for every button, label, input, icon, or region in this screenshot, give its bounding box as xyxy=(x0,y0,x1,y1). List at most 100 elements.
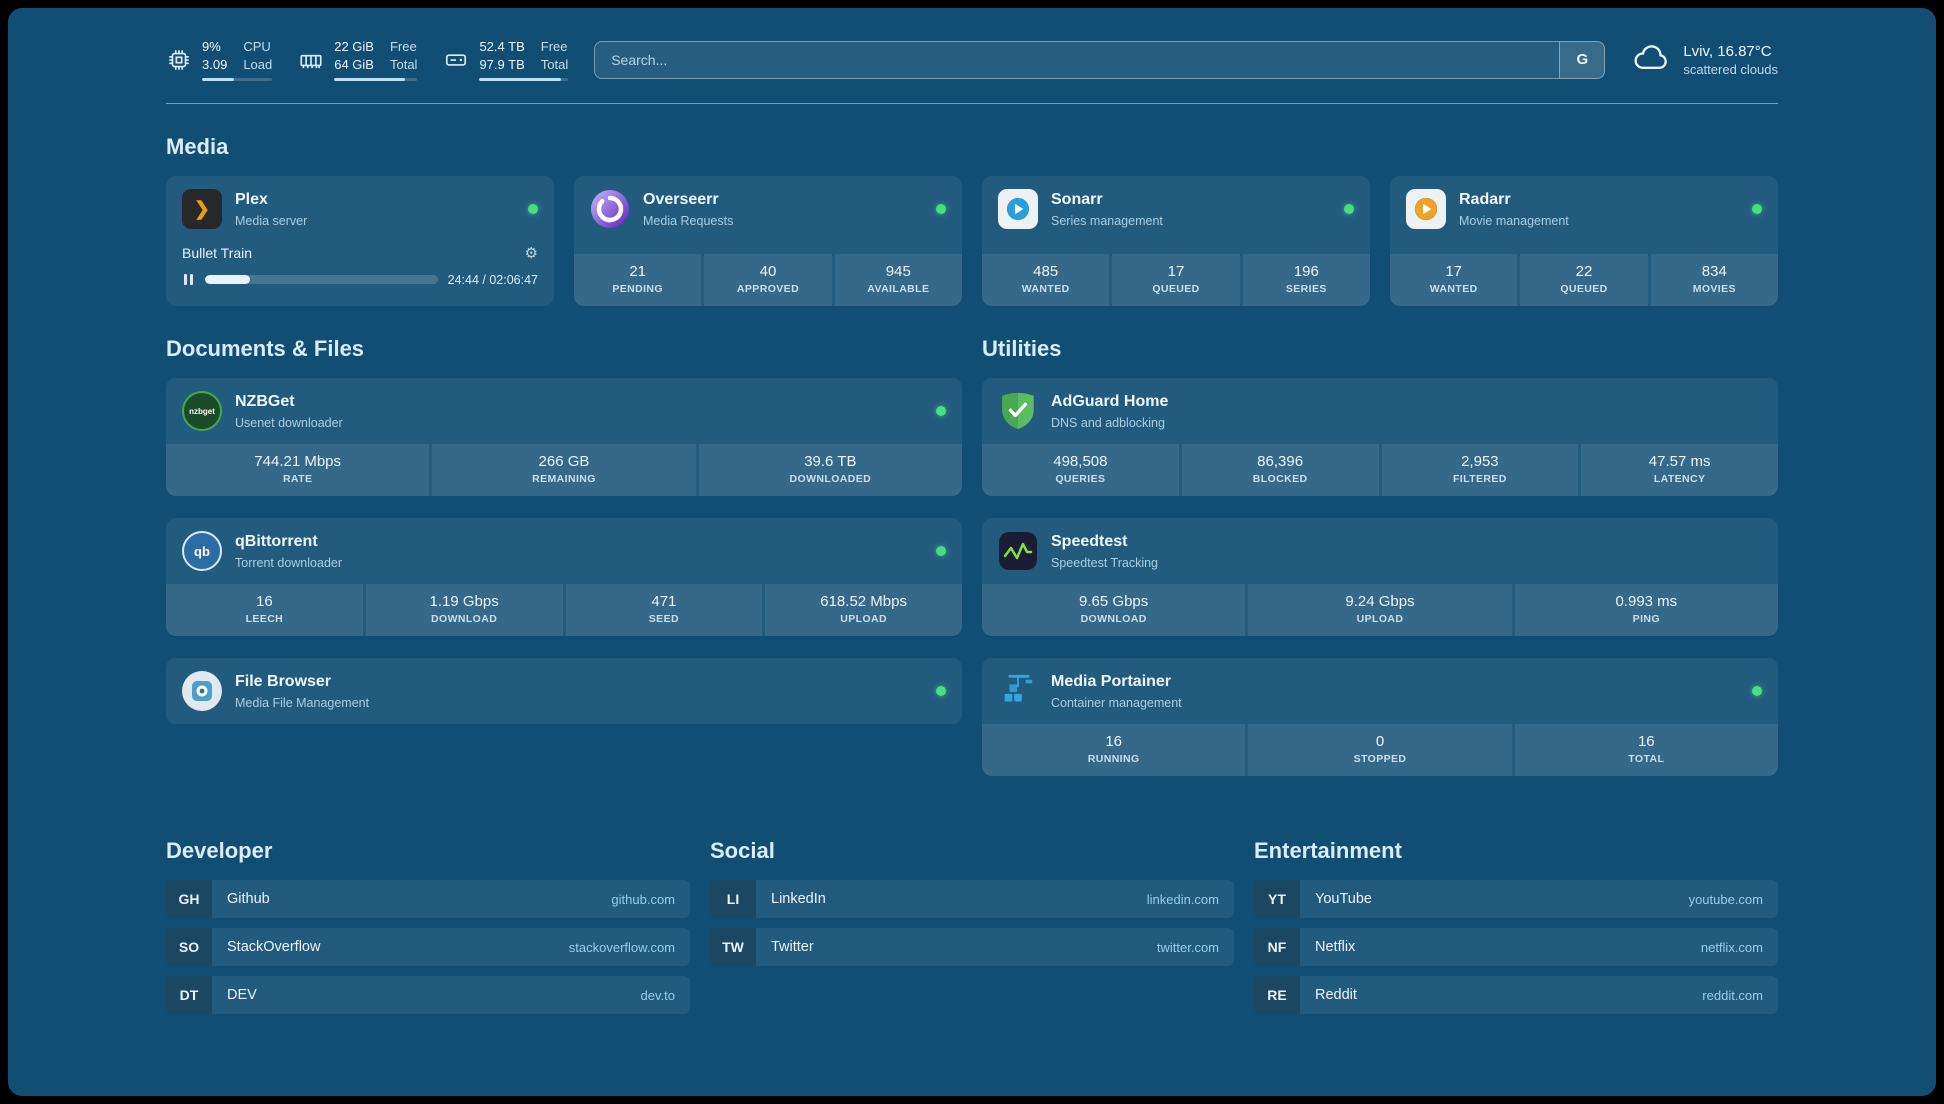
card-speedtest[interactable]: Speedtest Speedtest Tracking 9.65 Gbps DO… xyxy=(982,518,1778,637)
memory-total: 64 GiB xyxy=(334,57,374,73)
stat-upload: 618.52 Mbps UPLOAD xyxy=(765,584,962,637)
service-subtitle: Media File Management xyxy=(235,695,370,710)
gear-icon[interactable]: ⚙ xyxy=(524,245,538,263)
stat-available: 945 AVAILABLE xyxy=(834,254,962,307)
stat-rate: 744.21 Mbps RATE xyxy=(166,444,430,497)
bookmark-group-title: Developer xyxy=(166,838,273,864)
stat-total: 16 TOTAL xyxy=(1514,724,1778,777)
cpu-label-1: CPU xyxy=(243,39,271,54)
card-portainer[interactable]: Media Portainer Container management 16 R… xyxy=(982,658,1778,777)
cpu-percent: 9% xyxy=(202,39,221,54)
card-sonarr[interactable]: Sonarr Series management 485 WANTED 17 QUE… xyxy=(982,176,1370,307)
service-name: Speedtest xyxy=(1051,532,1128,550)
bookmark-abbr: SO xyxy=(166,928,212,967)
bookmark-url: netflix.com xyxy=(1700,939,1763,955)
adguard-icon xyxy=(998,391,1038,431)
stat-series: 196 SERIES xyxy=(1242,254,1370,307)
qbittorrent-icon: qb xyxy=(182,531,222,572)
bookmark-abbr: DT xyxy=(166,976,212,1015)
service-subtitle: Usenet downloader xyxy=(235,415,343,430)
bookmark-name: LinkedIn xyxy=(771,891,826,908)
bookmark-stackoverflow[interactable]: SO StackOverflow stackoverflow.com xyxy=(166,928,690,967)
speedtest-icon xyxy=(998,531,1038,571)
bookmark-name: Reddit xyxy=(1315,987,1357,1004)
bookmark-url: dev.to xyxy=(640,987,675,1003)
cpu-label-2: Load xyxy=(243,57,273,73)
playback-progress-bar[interactable] xyxy=(205,275,438,285)
disk-widget: 52.4 TB 97.9 TB Free Total xyxy=(443,38,569,82)
status-dot xyxy=(936,204,946,215)
card-plex[interactable]: ❯ Plex Media server Bullet Train ⚙ 24:44… xyxy=(166,176,554,307)
stat-wanted: 485 WANTED xyxy=(982,254,1110,307)
section-title-media: Media xyxy=(166,134,229,160)
service-subtitle: Media Requests xyxy=(643,213,734,228)
stat-queued: 17 QUEUED xyxy=(1112,254,1240,307)
bookmark-abbr: YT xyxy=(1254,880,1300,919)
bookmark-url: twitter.com xyxy=(1156,939,1219,955)
card-filebrowser[interactable]: File Browser Media File Management xyxy=(166,658,962,725)
bookmark-name: Github xyxy=(227,891,270,908)
bookmark-abbr: GH xyxy=(166,880,212,919)
bookmark-group-social: Social LI LinkedIn linkedin.com TW Twitt… xyxy=(710,838,1234,1024)
utilities-column: Utilities AdGuard Home DNS and adblockin… xyxy=(982,306,1778,777)
bookmark-url: github.com xyxy=(611,891,675,907)
cpu-icon xyxy=(166,47,192,73)
search-bar: G xyxy=(594,40,1606,79)
stat-blocked: 86,396 BLOCKED xyxy=(1181,444,1379,497)
filebrowser-icon xyxy=(182,671,222,712)
status-dot xyxy=(1752,204,1762,215)
card-overseerr[interactable]: Overseerr Media Requests 21 PENDING 40 APP… xyxy=(574,176,962,307)
status-dot xyxy=(936,546,946,557)
card-radarr[interactable]: Radarr Movie management 17 WANTED 22 QUEUE… xyxy=(1390,176,1778,307)
bookmark-abbr: RE xyxy=(1254,976,1300,1015)
search-provider-button[interactable]: G xyxy=(1559,40,1606,79)
bookmark-url: linkedin.com xyxy=(1146,891,1219,907)
memory-label-1: Free xyxy=(389,39,417,54)
status-dot xyxy=(936,686,946,697)
card-adguard[interactable]: AdGuard Home DNS and adblocking 498,508 Q… xyxy=(982,378,1778,497)
disk-total: 97.9 TB xyxy=(479,57,525,73)
portainer-icon xyxy=(998,671,1038,711)
bookmark-linkedin[interactable]: LI LinkedIn linkedin.com xyxy=(710,880,1234,919)
disk-bar xyxy=(479,78,569,82)
now-playing-title: Bullet Train xyxy=(182,245,253,262)
bookmark-netflix[interactable]: NF Netflix netflix.com xyxy=(1254,928,1778,967)
stat-ping: 0.993 ms PING xyxy=(1514,584,1778,637)
service-name: Plex xyxy=(235,190,268,208)
stat-upload: 9.24 Gbps UPLOAD xyxy=(1248,584,1512,637)
memory-bar xyxy=(334,78,418,82)
card-nzbget[interactable]: nzbget NZBGet Usenet downloader 744.21 M… xyxy=(166,378,962,497)
service-name: Radarr xyxy=(1459,190,1511,208)
service-name: Sonarr xyxy=(1051,190,1103,208)
bookmark-twitter[interactable]: TW Twitter twitter.com xyxy=(710,928,1234,967)
stat-pending: 21 PENDING xyxy=(574,254,702,307)
memory-free: 22 GiB xyxy=(334,39,374,54)
stat-remaining: 266 GB REMAINING xyxy=(432,444,696,497)
bookmark-reddit[interactable]: RE Reddit reddit.com xyxy=(1254,976,1778,1015)
bookmark-github[interactable]: GH Github github.com xyxy=(166,880,690,919)
bookmark-youtube[interactable]: YT YouTube youtube.com xyxy=(1254,880,1778,919)
memory-icon xyxy=(298,47,324,73)
service-subtitle: Movie management xyxy=(1459,213,1569,228)
bookmarks-section: Developer GH Github github.com SO StackO… xyxy=(166,838,1778,1064)
weather-widget: Lviv, 16.87°C scattered clouds xyxy=(1631,41,1778,78)
service-subtitle: Media server xyxy=(235,213,308,228)
service-name: File Browser xyxy=(235,672,332,690)
card-qbittorrent[interactable]: qb qBittorrent Torrent downloader 16 LEEC… xyxy=(166,518,962,637)
weather-location: Lviv, 16.87°C xyxy=(1683,42,1772,60)
stat-approved: 40 APPROVED xyxy=(704,254,832,307)
bookmark-dev[interactable]: DT DEV dev.to xyxy=(166,976,690,1015)
cpu-load: 3.09 xyxy=(202,57,228,73)
pause-button[interactable] xyxy=(182,272,195,287)
weather-condition: scattered clouds xyxy=(1683,61,1778,77)
playback-time: 24:44 / 02:06:47 xyxy=(447,272,538,287)
status-dot xyxy=(1752,686,1762,697)
service-name: NZBGet xyxy=(235,392,295,410)
status-dot xyxy=(528,204,538,215)
stat-movies: 834 MOVIES xyxy=(1650,254,1778,307)
dashboard-page: 9% 3.09 CPU Load 22 GiB 64 GiB Free Total xyxy=(8,8,1936,1096)
service-name: Overseerr xyxy=(643,190,719,208)
search-input[interactable] xyxy=(594,40,1560,79)
bookmark-abbr: LI xyxy=(710,880,756,919)
